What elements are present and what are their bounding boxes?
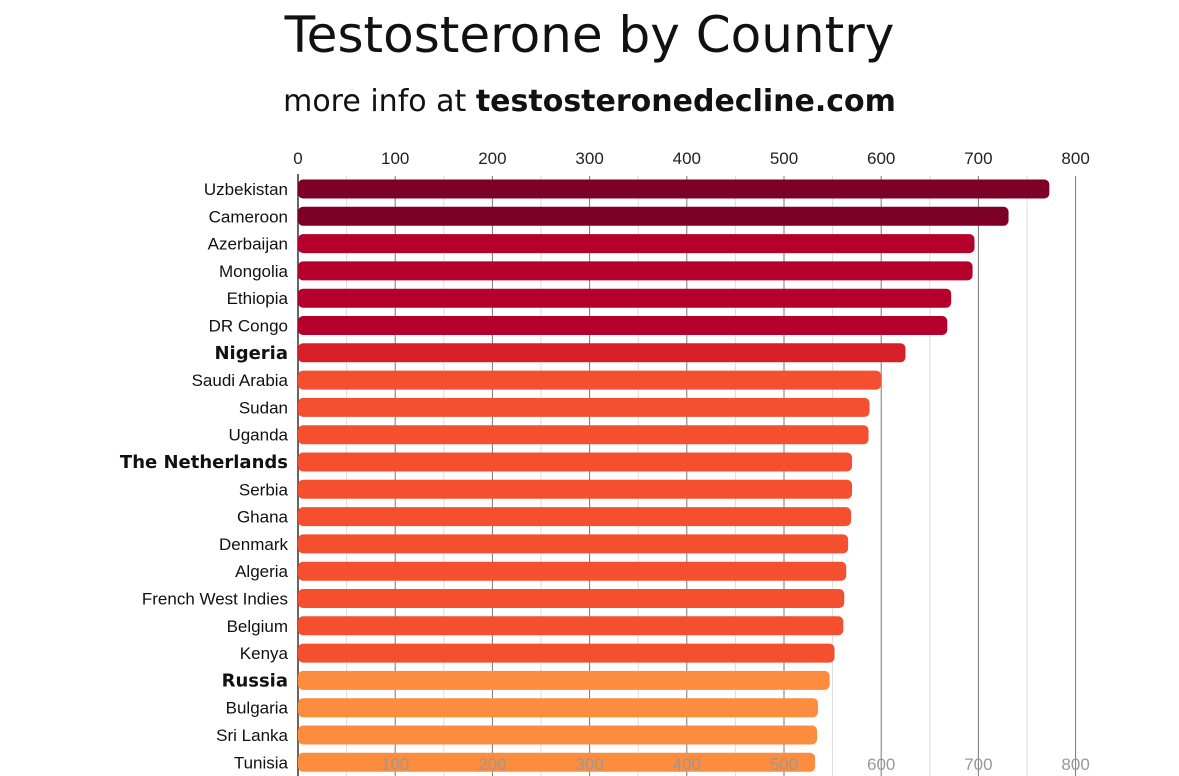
bar (298, 752, 816, 772)
category-label: Uganda (228, 426, 288, 445)
category-label: Belgium (227, 617, 288, 636)
category-label: Ethiopia (227, 289, 289, 308)
category-label: Sri Lanka (216, 726, 288, 745)
top-tick-label: 0 (293, 149, 302, 168)
chart-title: Testosterone by Country (284, 6, 895, 64)
subtitle-prefix: more info at (283, 84, 476, 119)
top-tick-label: 100 (381, 149, 409, 168)
category-label: Cameroon (209, 207, 288, 226)
bottom-tick-label: 600 (867, 755, 895, 774)
top-tick-label: 700 (964, 149, 992, 168)
bar (298, 479, 853, 499)
bottom-tick-label: 100 (381, 755, 409, 774)
category-label: Azerbaijan (208, 235, 288, 254)
bar (298, 725, 818, 745)
top-tick-label: 200 (478, 149, 506, 168)
category-label: DR Congo (209, 317, 288, 336)
category-label: Saudi Arabia (192, 371, 289, 390)
bottom-tick-label: 800 (1061, 755, 1089, 774)
bar (298, 234, 975, 254)
top-tick-label: 400 (673, 149, 701, 168)
category-label: Kenya (240, 644, 289, 663)
bar (298, 370, 882, 390)
bar (298, 643, 835, 663)
category-label: The Netherlands (120, 452, 288, 473)
category-label: French West Indies (142, 590, 288, 609)
bar (298, 589, 845, 608)
category-label: Serbia (239, 480, 289, 499)
bar (298, 452, 853, 472)
bar (298, 698, 819, 718)
bar (298, 670, 830, 690)
bar (298, 425, 869, 445)
bar (298, 206, 1009, 226)
bar (298, 288, 952, 308)
category-label: Ghana (237, 508, 289, 527)
bar (298, 616, 844, 636)
bar (298, 534, 849, 554)
bar (298, 179, 1050, 199)
bar (298, 507, 852, 527)
bottom-tick-label: 200 (478, 755, 506, 774)
top-tick-label: 500 (770, 149, 798, 168)
category-label: Algeria (235, 562, 288, 581)
category-label: Nigeria (214, 343, 288, 364)
bar (298, 397, 870, 417)
bottom-tick-label: 500 (770, 755, 798, 774)
bottom-tick-label: 700 (964, 755, 992, 774)
top-tick-label: 300 (575, 149, 603, 168)
bar (298, 316, 948, 335)
category-label: Denmark (219, 535, 288, 554)
bar (298, 261, 973, 281)
chart-subtitle: more info at testosteronedecline.com (0, 84, 1179, 119)
bar (298, 561, 847, 581)
bottom-tick-label: 400 (673, 755, 701, 774)
subtitle-link: testosteronedecline.com (475, 84, 896, 119)
category-label: Mongolia (219, 262, 289, 281)
category-label: Tunisia (234, 753, 289, 772)
bar (298, 343, 906, 363)
category-label: Sudan (239, 398, 288, 417)
category-label: Bulgaria (226, 699, 289, 718)
bottom-tick-label: 300 (575, 755, 603, 774)
category-label: Uzbekistan (204, 180, 288, 199)
top-tick-label: 800 (1061, 149, 1089, 168)
category-label: Russia (222, 670, 288, 691)
top-tick-label: 600 (867, 149, 895, 168)
